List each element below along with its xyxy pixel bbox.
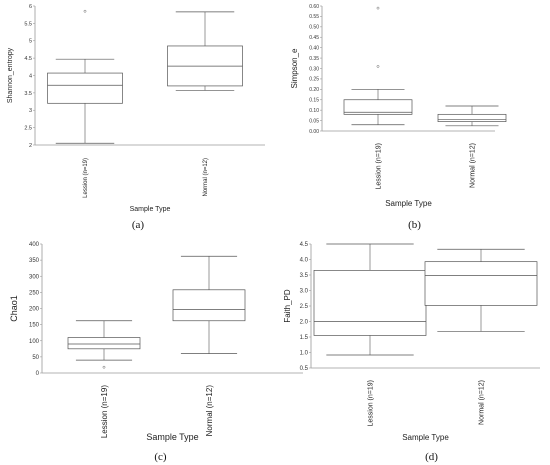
outlier-point bbox=[83, 9, 87, 13]
y-tick-label: 0.25 bbox=[309, 77, 319, 83]
y-tick-label: 6 bbox=[29, 4, 32, 10]
y-tick-label: 350 bbox=[29, 258, 40, 264]
chart-panel-a: 2 2.5 3 3.5 4 4.5 5 5.5 6 Shannon_entropy Lession … bbox=[7, 4, 265, 231]
y-tick-label: 0.55 bbox=[309, 14, 319, 20]
iqr-box bbox=[343, 99, 413, 115]
y-tick-label: 2 bbox=[29, 143, 32, 149]
panel-label: (c) bbox=[154, 451, 167, 463]
iqr-box bbox=[424, 261, 538, 306]
outlier-point bbox=[102, 365, 106, 369]
y-tick-label: 0.10 bbox=[309, 108, 319, 114]
y-tick-label: 0.5 bbox=[300, 366, 309, 372]
y-tick-label: 200 bbox=[29, 307, 40, 313]
category-label: Normal (n=12) bbox=[205, 385, 214, 437]
box-normal bbox=[424, 248, 538, 332]
y-tick-label: 1.5 bbox=[300, 335, 309, 341]
y-tick-label: 300 bbox=[29, 274, 40, 280]
y-tick-label: 0.35 bbox=[309, 56, 319, 62]
box-normal bbox=[167, 11, 243, 91]
box-normal bbox=[437, 105, 507, 127]
box-lession bbox=[47, 9, 123, 144]
y-tick-label: 400 bbox=[29, 242, 40, 248]
box-lession bbox=[343, 6, 413, 126]
y-tick-label: 3.5 bbox=[24, 91, 32, 97]
outlier-point bbox=[376, 6, 380, 10]
y-tick-label: 100 bbox=[29, 339, 40, 345]
category-label: Lession (n=19) bbox=[367, 380, 374, 427]
panel-label: (d) bbox=[425, 451, 438, 463]
y-tick-label: 4 bbox=[29, 73, 32, 79]
y-axis-title: Faith_PD bbox=[283, 289, 292, 323]
category-label: Normal (n=12) bbox=[203, 158, 209, 197]
y-axis-title: Simpson_e bbox=[290, 48, 299, 89]
box-lession bbox=[313, 243, 427, 356]
y-tick-label: 3.5 bbox=[300, 273, 309, 279]
y-tick-label: 0.05 bbox=[309, 118, 319, 124]
y-axis-title: Shannon_entropy bbox=[7, 47, 14, 103]
y-tick-label: 2.5 bbox=[300, 304, 309, 310]
outlier-point bbox=[376, 65, 380, 68]
y-tick-label: 1.0 bbox=[300, 351, 309, 357]
category-label: Lession (n=19) bbox=[100, 385, 109, 438]
y-tick-label: 0.60 bbox=[309, 4, 319, 10]
y-tick-label: 5.5 bbox=[24, 21, 32, 27]
box-lession bbox=[67, 320, 141, 369]
y-tick-label: 4.5 bbox=[24, 56, 32, 62]
category-label: Normal (n=12) bbox=[469, 143, 476, 188]
y-tick-label: 5 bbox=[29, 39, 32, 45]
y-tick-label: 3 bbox=[29, 108, 32, 114]
y-tick-label: 250 bbox=[29, 290, 40, 296]
x-axis-title: Sample Type bbox=[402, 433, 449, 442]
y-axis-title: Chao1 bbox=[9, 295, 19, 322]
panel-label: (b) bbox=[408, 219, 421, 231]
y-tick-label: 0.45 bbox=[309, 35, 319, 41]
y-tick-label: 0 bbox=[36, 371, 40, 377]
chart-panel-b: 0.00 0.05 0.10 0.15 0.20 0.25 0.30 0.35 0.40 0.45… bbox=[290, 4, 507, 231]
chart-panel-d: 0.5 1.0 1.5 2.0 2.5 3.0 3.5 4.0 4.5 Faith_PD Lessi… bbox=[283, 242, 540, 463]
y-tick-label: 4.5 bbox=[300, 242, 309, 248]
category-label: Lession (n=19) bbox=[83, 158, 89, 198]
y-tick-label: 150 bbox=[29, 323, 40, 329]
iqr-box bbox=[437, 113, 507, 122]
iqr-box bbox=[172, 289, 246, 322]
category-label: Normal (n=12) bbox=[478, 380, 485, 425]
y-tick-label: 0.00 bbox=[309, 129, 319, 135]
x-axis-title: Sample Type bbox=[385, 199, 432, 208]
y-tick-label: 2.0 bbox=[300, 320, 309, 326]
box-normal bbox=[172, 255, 246, 354]
iqr-box bbox=[67, 337, 141, 350]
y-tick-label: 0.50 bbox=[309, 25, 319, 31]
y-tick-label: 0.30 bbox=[309, 66, 319, 72]
panel-label: (a) bbox=[132, 219, 145, 231]
iqr-box bbox=[313, 270, 427, 336]
y-tick-label: 50 bbox=[32, 355, 39, 361]
iqr-box bbox=[47, 72, 123, 104]
y-tick-label: 4.0 bbox=[300, 258, 309, 264]
y-tick-label: 3.0 bbox=[300, 289, 309, 295]
y-tick-label: 0.20 bbox=[309, 87, 319, 93]
chart-panel-c: 0 50 100 150 200 250 300 350 400 Chao1 Lession (n=… bbox=[9, 242, 303, 463]
x-axis-title: Sample Type bbox=[146, 432, 198, 442]
y-tick-label: 0.15 bbox=[309, 98, 319, 104]
category-label: Lession (n=19) bbox=[375, 143, 382, 190]
y-tick-label: 0.40 bbox=[309, 45, 319, 51]
x-axis-title: Sample Type bbox=[130, 206, 171, 213]
y-tick-label: 2.5 bbox=[24, 126, 32, 132]
